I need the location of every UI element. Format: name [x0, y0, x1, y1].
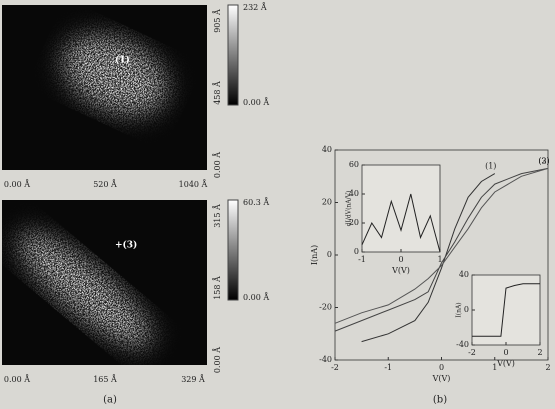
x-tick-label: 329 Å [181, 375, 205, 384]
x-tick-label: 0 [398, 255, 403, 264]
series-label: (3) [538, 156, 549, 165]
y-tick-label: 458 Å [213, 81, 222, 105]
x-tick-label: 165 Å [93, 375, 117, 384]
y-tick-label: 0 [464, 305, 469, 314]
colorbar-label: 60.3 Å [243, 198, 269, 207]
x-tick-label: -1 [358, 255, 366, 264]
x-tick-label: 1 [492, 363, 497, 372]
x-tick-label: -2 [468, 348, 476, 357]
y-tick-label: -40 [319, 355, 332, 364]
colorbar-label: 0.00 Å [243, 98, 269, 107]
x-tick-label: 1 [437, 255, 442, 264]
series-label: (1) [485, 162, 496, 171]
y-tick-label: -20 [319, 303, 332, 312]
colorbar-label: 232 Å [243, 3, 267, 12]
x-tick-label: 2 [537, 348, 542, 357]
x-tick-label: 2 [545, 363, 550, 372]
y-tick-label: 60 [349, 160, 359, 169]
x-axis-label: V(V) [432, 374, 451, 383]
y-tick-label: 0.00 Å [213, 152, 222, 178]
y-tick-label: -40 [456, 340, 469, 349]
y-tick-label: 315 Å [213, 204, 222, 228]
image-top [2, 5, 207, 170]
y-tick-label: 20 [322, 198, 332, 207]
plot-frame [471, 274, 541, 346]
data-line [334, 167, 549, 324]
data-line [361, 173, 496, 343]
y-tick-label: 0.00 Å [213, 347, 222, 373]
plot-frame [361, 164, 441, 253]
x-tick-label: 0.00 Å [4, 375, 30, 384]
y-axis-label: dI/dV(nA/V) [346, 191, 353, 227]
x-axis-label: V(V) [496, 359, 515, 368]
y-axis-label: I(nA) [310, 245, 319, 265]
colorbar-label: 0.00 Å [243, 293, 269, 302]
series-label: (2) [538, 156, 549, 165]
y-tick-label: 20 [349, 218, 359, 227]
x-tick-label: 520 Å [93, 180, 117, 189]
y-tick-label: 0 [327, 250, 332, 259]
x-tick-label: 0.00 Å [4, 180, 30, 189]
x-tick-label: -2 [331, 363, 339, 372]
data-line [334, 167, 549, 332]
colorbar [227, 4, 239, 106]
marker: (1) [115, 55, 130, 66]
y-tick-label: 0 [354, 247, 359, 256]
marker: +(3) [115, 240, 137, 251]
x-tick-label: 0 [503, 348, 508, 357]
x-tick-label: 0 [439, 363, 444, 372]
y-axis-label: I(nA) [456, 302, 463, 317]
y-tick-label: 158 Å [213, 276, 222, 300]
y-tick-label: 40 [459, 270, 469, 279]
x-tick-label: -1 [384, 363, 392, 372]
y-tick-label: 40 [322, 145, 332, 154]
colorbar [227, 199, 239, 301]
caption: (b) [433, 395, 447, 406]
caption: (a) [103, 395, 117, 406]
x-axis-label: V(V) [391, 266, 410, 275]
y-tick-label: 905 Å [213, 9, 222, 33]
data-line [361, 193, 441, 253]
data-line [472, 283, 540, 337]
y-tick-label: 40 [349, 189, 359, 198]
image-bottom [2, 200, 207, 365]
x-tick-label: 1040 Å [179, 180, 208, 189]
